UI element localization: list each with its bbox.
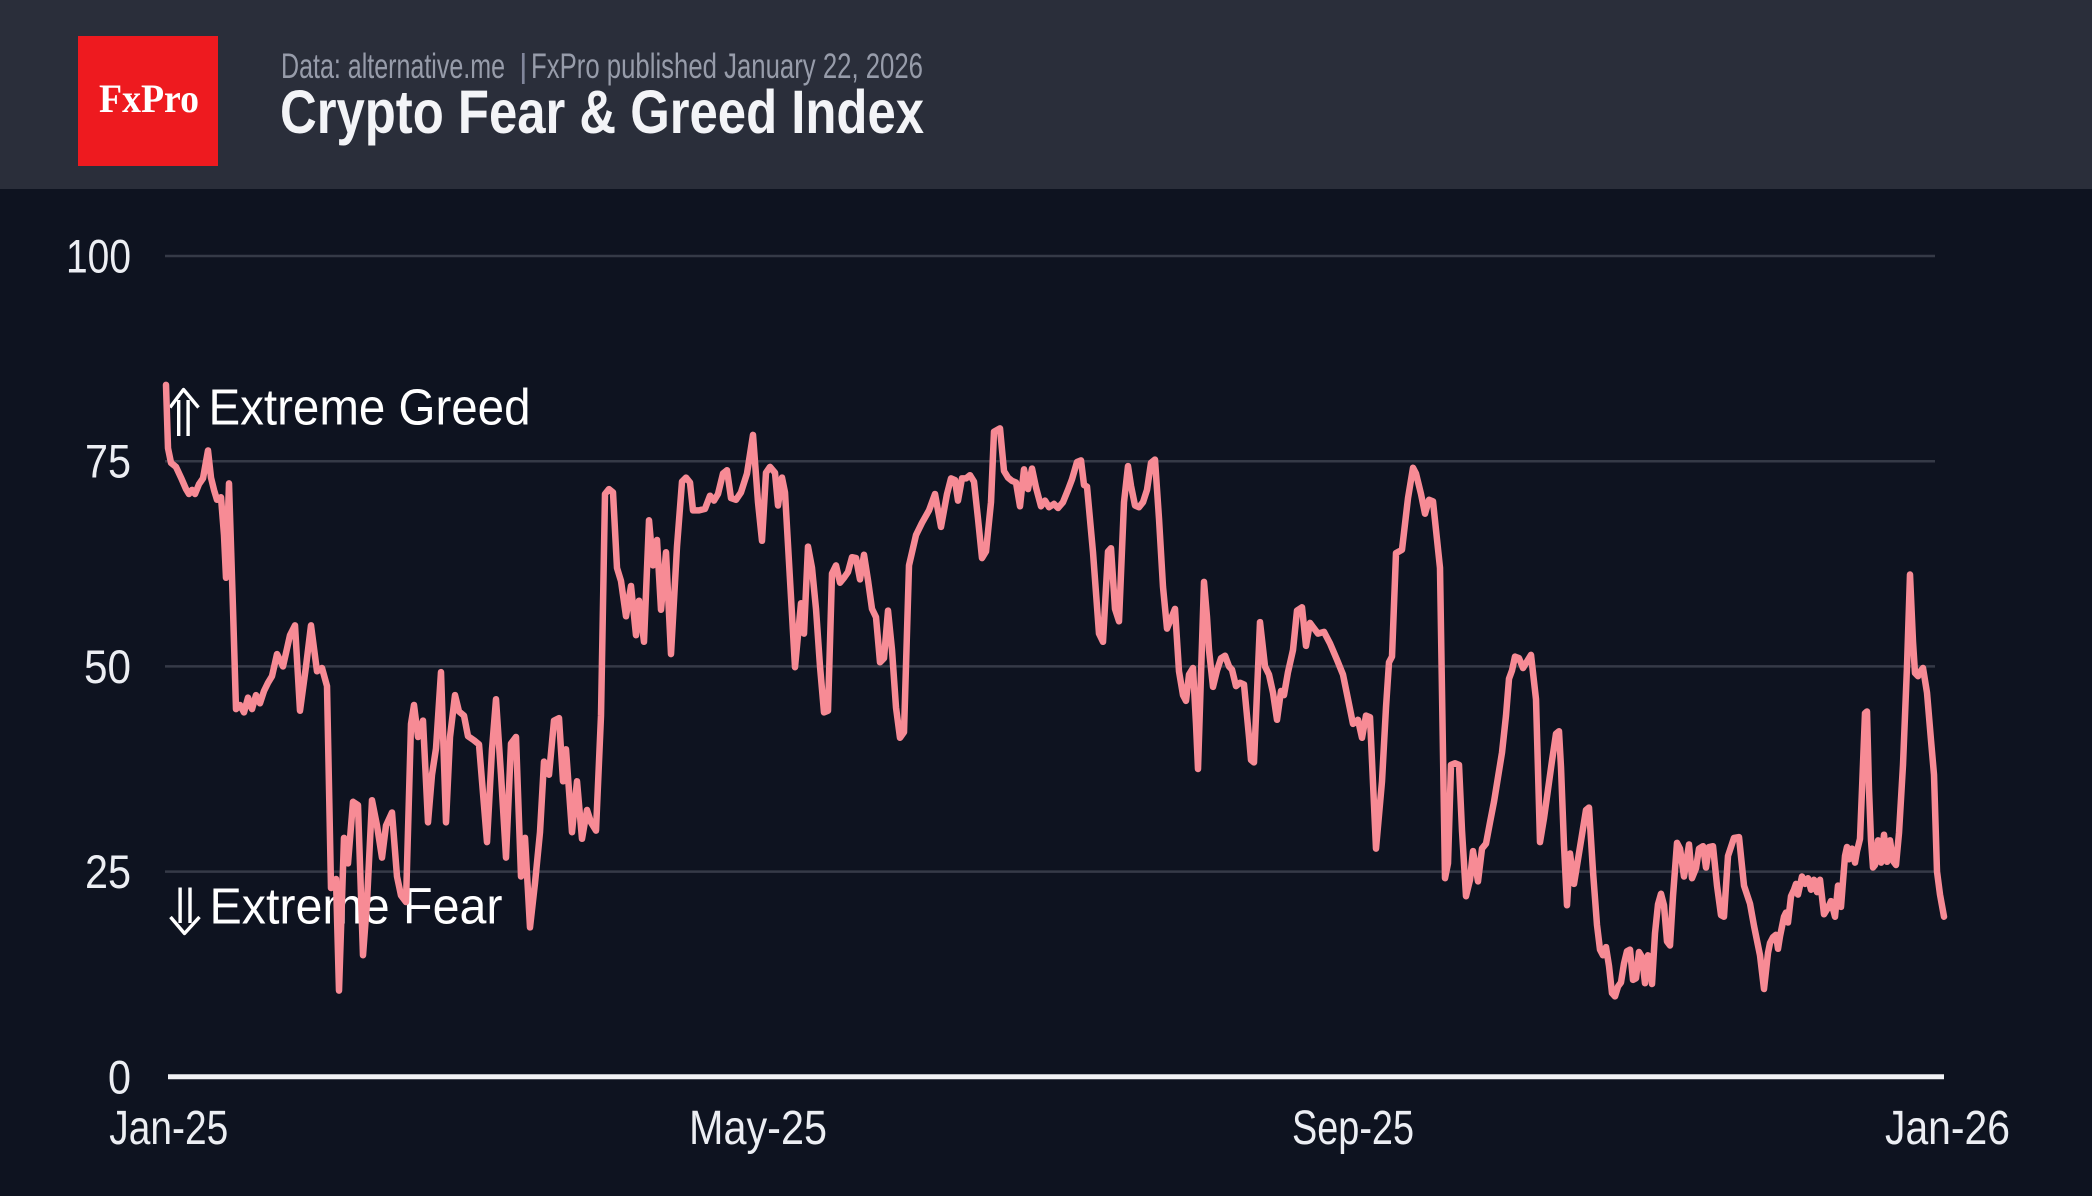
svg-text:75: 75 — [85, 435, 131, 488]
svg-text:FxPro: FxPro — [99, 76, 199, 121]
svg-text:Jan-26: Jan-26 — [1885, 1102, 2010, 1155]
svg-text:Extreme Fear: Extreme Fear — [210, 878, 503, 935]
svg-text:|: | — [519, 47, 528, 84]
svg-text:May-25: May-25 — [689, 1102, 827, 1155]
svg-text:100: 100 — [66, 230, 131, 283]
svg-text:25: 25 — [85, 845, 131, 898]
svg-text:Jan-25: Jan-25 — [109, 1102, 228, 1155]
svg-text:Crypto Fear & Greed Index: Crypto Fear & Greed Index — [280, 78, 924, 146]
svg-text:Sep-25: Sep-25 — [1292, 1102, 1414, 1155]
svg-text:Extreme Greed: Extreme Greed — [209, 379, 531, 436]
svg-text:Data: alternative.me: Data: alternative.me — [281, 47, 505, 86]
svg-text:0: 0 — [108, 1050, 131, 1103]
svg-text:50: 50 — [84, 640, 131, 693]
svg-text:FxPro published January 22, 20: FxPro published January 22, 2026 — [531, 47, 923, 86]
